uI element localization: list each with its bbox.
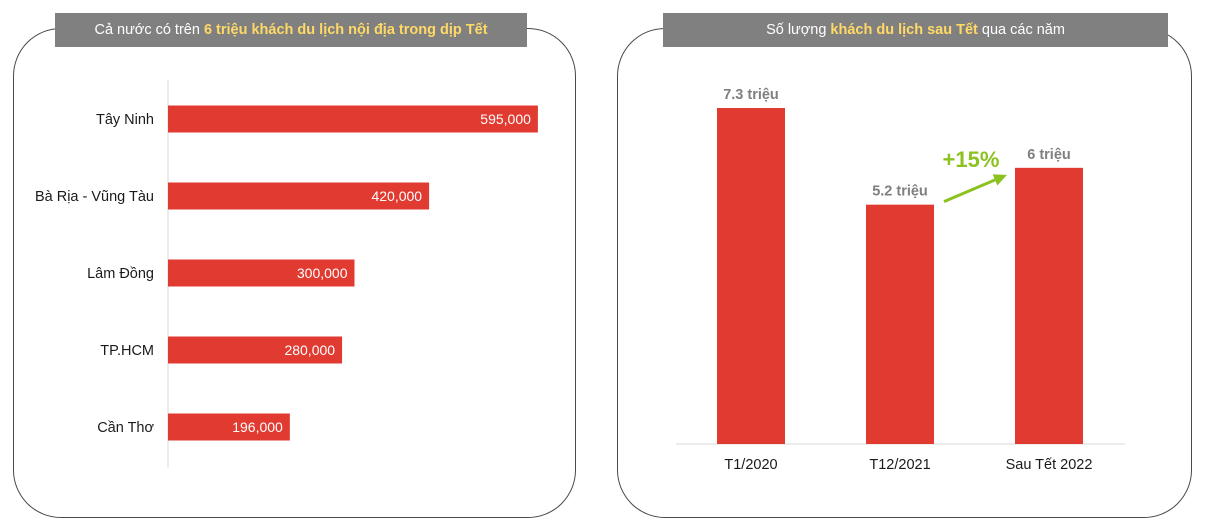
category-label: T12/2021: [869, 457, 930, 473]
right-banner-suffix: qua các năm: [977, 22, 1065, 38]
right-chart-title-banner: Số lượng khách du lịch sau Tết qua các n…: [663, 13, 1168, 47]
left-banner-highlight: 6 triệu khách du lịch nội địa trong dịp …: [203, 22, 488, 38]
right-banner-prefix: Số lượng: [766, 22, 831, 38]
bar: [168, 413, 290, 441]
bar-value-label: 280,000: [284, 342, 335, 358]
bar: [168, 336, 343, 364]
bar-value-label: 7.3 triệu: [723, 87, 779, 103]
bar: [168, 259, 355, 287]
category-label: Bà Rịa - Vũng Tàu: [35, 189, 154, 205]
bar: [1015, 167, 1083, 444]
category-label: Cần Thơ: [97, 420, 154, 436]
category-label: TP.HCM: [100, 343, 154, 359]
growth-arrow-line: [943, 178, 996, 204]
bar-value-label: 5.2 triệu: [872, 184, 928, 200]
bar: [168, 182, 430, 210]
bar: [717, 108, 785, 444]
bar-value-label: 196,000: [232, 419, 283, 435]
right-banner-highlight: khách du lịch sau Tết: [830, 22, 978, 38]
vertical-bar-chart: 7.3 triệu T1/2020 5.2 triệu T12/2021 6 triệu…: [676, 87, 1125, 473]
category-label: Sau Tết 2022: [1006, 457, 1093, 473]
left-chart-title-banner: Cả nước có trên 6 triệu khách du lịch nộ…: [55, 13, 527, 47]
bar-value-label: 300,000: [297, 265, 348, 281]
category-label: T1/2020: [724, 457, 777, 473]
growth-percent-label: +15%: [943, 147, 1000, 172]
left-banner-prefix: Cả nước có trên: [94, 22, 204, 38]
horizontal-bar-chart: 595,000 Tây Ninh 420,000 Bà Rịa - Vũng Tàu 3…: [35, 80, 538, 468]
bar: [866, 204, 934, 444]
bar-value-label: 6 triệu: [1027, 147, 1071, 163]
bar-value-label: 420,000: [371, 188, 422, 204]
bar-value-label: 595,000: [480, 111, 531, 127]
bar: [168, 105, 538, 133]
growth-arrow-head: [992, 174, 1007, 186]
category-label: Lâm Đồng: [87, 266, 154, 282]
category-label: Tây Ninh: [96, 112, 154, 128]
